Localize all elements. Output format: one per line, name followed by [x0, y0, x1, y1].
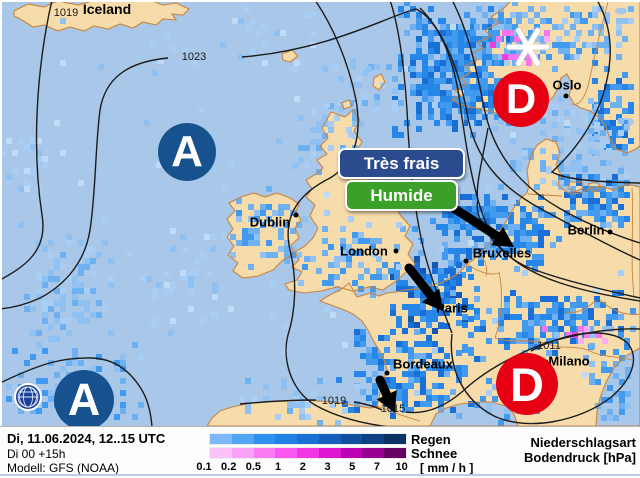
country-border [465, 262, 501, 275]
scale-segment [384, 448, 407, 458]
country-border [631, 187, 635, 297]
coastline [340, 99, 353, 110]
isobar-line [419, 7, 640, 261]
coastline [567, 181, 585, 193]
scale-segment [362, 434, 385, 444]
lake [615, 7, 627, 15]
scale-segment [297, 448, 319, 458]
scale-segment [231, 434, 254, 444]
snowflake-icon [505, 26, 551, 68]
pressure-label: Bodendruck [hPa] [524, 450, 636, 465]
scale-tick: 7 [373, 461, 380, 473]
coastline [429, 401, 519, 426]
isobar-line [241, 8, 640, 302]
snow-scale-label: Schnee [411, 446, 458, 461]
isobar-line [285, 0, 388, 426]
scale-segment [210, 434, 232, 444]
isobar-line [0, 357, 153, 426]
coastline [206, 138, 640, 426]
coastline [372, 73, 386, 91]
scale-tick: 0.5 [245, 461, 262, 473]
layer-info-block: Niederschlagsart Bodendruck [hPa] [524, 435, 636, 465]
scale-segment [253, 434, 276, 444]
scale-segment [297, 434, 319, 444]
scale-tick: 1 [275, 461, 282, 473]
map-svg [0, 0, 640, 426]
status-bar: Di, 11.06.2024, 12..15 UTC Di 00 +15h Mo… [0, 426, 640, 478]
scale-segment [340, 434, 363, 444]
wind-arrow [450, 204, 514, 247]
isobar-line [353, 401, 383, 411]
snow-color-scale [209, 447, 407, 459]
isobar-line [0, 57, 169, 310]
scale-segment [318, 434, 341, 444]
wind-arrow [375, 375, 397, 413]
isobar-line [239, 399, 317, 405]
isobar-line [451, 0, 640, 244]
scale-segment [231, 448, 254, 458]
country-border [565, 299, 597, 313]
isobar-line [450, 332, 635, 425]
scale-segment [275, 434, 298, 444]
coastline [13, 0, 190, 32]
coastline [226, 192, 302, 279]
scale-segment [318, 448, 341, 458]
scale-segment [275, 448, 298, 458]
scale-tick: 5 [349, 461, 356, 473]
forecast-step-label: Di 00 +15h [7, 447, 66, 461]
map-canvas[interactable]: Très frais Humide Iceland Oslo Dublin Londo… [0, 0, 640, 430]
scale-segment [362, 448, 385, 458]
land-iceland [14, 0, 189, 31]
scale-unit-label: [ mm / h ] [420, 461, 474, 475]
country-border [494, 337, 633, 361]
rain-scale-label: Regen [411, 432, 451, 447]
globe-logo-icon [14, 383, 42, 411]
country-border [527, 193, 563, 197]
country-border [479, 252, 488, 277]
scale-segment [340, 448, 363, 458]
scale-tick: 2 [299, 461, 306, 473]
scale-segment [253, 448, 276, 458]
coastline [595, 347, 640, 426]
isobar-line [0, 0, 53, 281]
wind-arrow [404, 263, 443, 311]
coastline [587, 181, 602, 193]
scale-segment [210, 448, 232, 458]
scale-ticks: 0.1 0.2 0.5 1 2 3 5 7 10 [0, 461, 460, 475]
country-border [599, 299, 640, 315]
isobar-line [550, 0, 640, 184]
scale-tick: 0.1 [196, 461, 212, 473]
scale-tick: 0.2 [221, 461, 237, 473]
country-border [494, 271, 502, 339]
rain-color-scale [209, 433, 407, 445]
run-info-block: Di, 11.06.2024, 12..15 UTC Di 00 +15h Mo… [7, 430, 165, 475]
country-border [571, 1, 609, 105]
run-datetime-label: Di, 11.06.2024, 12..15 UTC [7, 431, 166, 446]
scale-tick: 10 [395, 461, 408, 473]
scale-tick: 3 [324, 461, 331, 473]
country-border [376, 405, 421, 422]
precip-type-label: Niederschlagsart [530, 435, 637, 450]
model-label: Modell: GFS (NOAA) [7, 461, 120, 475]
bottom-divider [0, 474, 640, 476]
scale-segment [384, 434, 407, 444]
